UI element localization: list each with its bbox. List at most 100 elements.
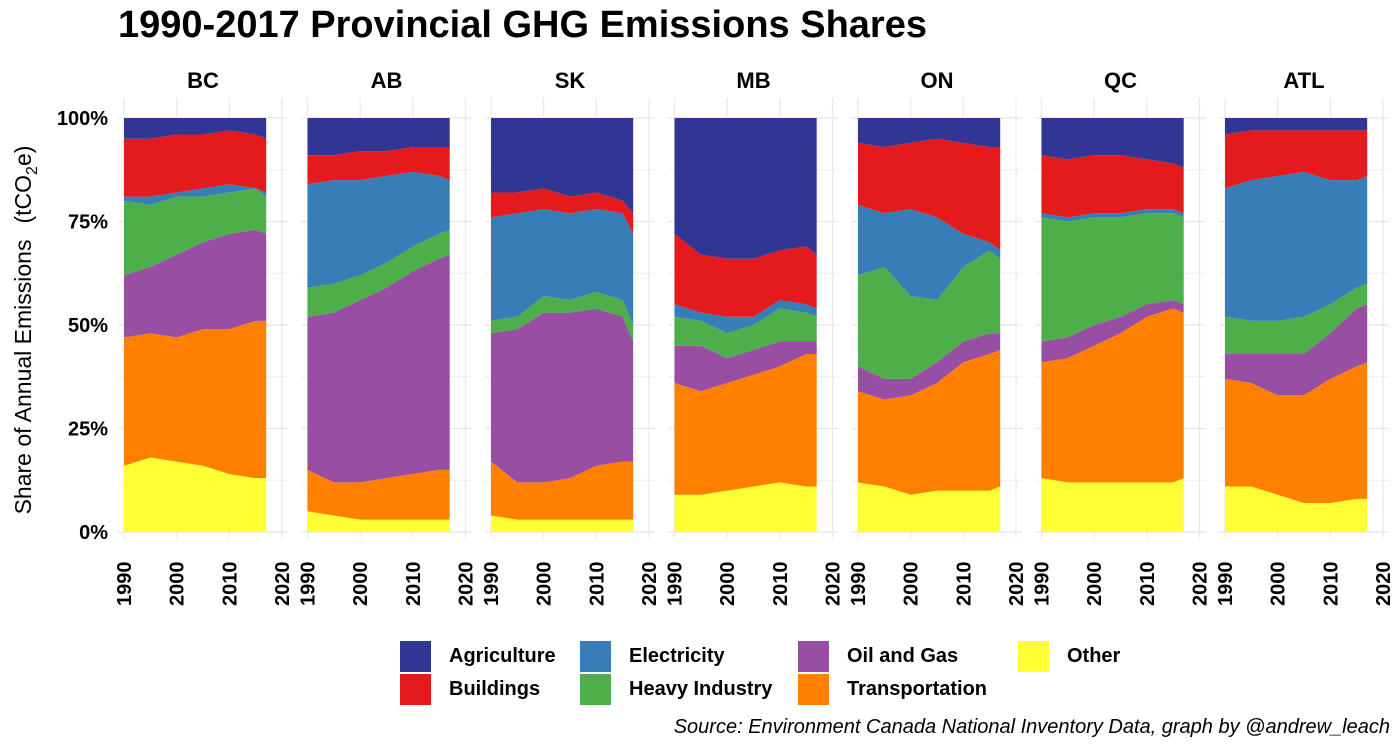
y-tick-label: 0% <box>79 522 108 544</box>
legend-item-agriculture: Agriculture <box>400 640 556 672</box>
legend-item-buildings: Buildings <box>400 673 540 705</box>
facet-panels: BC 1990 2000 2010 2020 AB 1990 2000 2010 2020 SK 19… <box>114 68 1395 606</box>
area-agriculture <box>858 118 1001 147</box>
facet-panel-atl: ATL 1990 2000 2010 2020 <box>1215 68 1395 606</box>
area-oil-and-gas <box>858 333 1001 400</box>
area-oil-and-gas <box>674 341 817 392</box>
facet-panel-sk: SK 1990 2000 2010 2020 <box>481 68 661 606</box>
legend-swatch <box>400 640 431 672</box>
area-buildings <box>1225 130 1368 189</box>
x-tick-label: 2000 <box>1084 562 1106 607</box>
x-tick-label: 2000 <box>350 562 372 607</box>
legend-label: Buildings <box>449 677 541 700</box>
facet-label: ATL <box>1283 68 1324 93</box>
area-oil-and-gas <box>1225 304 1368 396</box>
legend: Agriculture Buildings Electricity Heavy Ind… <box>400 640 1160 710</box>
facet-label: MB <box>736 68 770 93</box>
legend-item-oil-and-gas: Oil and Gas <box>798 640 958 672</box>
legend-label: Oil and Gas <box>847 644 959 667</box>
area-electricity <box>307 171 450 288</box>
area-oil-and-gas <box>124 229 267 338</box>
area-transportation <box>1041 308 1184 483</box>
legend-item-electricity: Electricity <box>580 640 725 672</box>
x-tick-label: 2020 <box>1373 562 1395 607</box>
y-axis-title-text: Share of Annual Emissions (tCO2e) <box>10 146 41 515</box>
legend-label: Heavy Industry <box>629 677 773 700</box>
legend-item-heavy-industry: Heavy Industry <box>580 673 772 705</box>
area-electricity <box>858 204 1001 301</box>
x-tick-label: 1990 <box>1032 562 1054 607</box>
x-tick-label: 2000 <box>167 562 189 607</box>
legend-item-transportation: Transportation <box>798 673 987 705</box>
area-agriculture <box>491 118 634 214</box>
y-axis-title-main: Share of Annual Emissions <box>10 240 36 515</box>
area-transportation <box>491 461 634 520</box>
area-electricity <box>1225 171 1368 321</box>
x-tick-label: 2010 <box>953 562 975 607</box>
y-tick-label: 50% <box>68 315 108 337</box>
x-tick-label: 2010 <box>1137 562 1159 607</box>
area-transportation <box>1225 362 1368 504</box>
facet-label: SK <box>555 68 586 93</box>
legend-label: Other <box>1067 644 1121 667</box>
area-oil-and-gas <box>491 308 634 483</box>
area-heavy-industry <box>307 229 450 317</box>
x-tick-label: 1990 <box>481 562 503 607</box>
facet-label: AB <box>371 68 403 93</box>
area-agriculture <box>674 118 817 259</box>
x-tick-label: 2010 <box>219 562 241 607</box>
x-tick-label: 2020 <box>639 562 661 607</box>
x-tick-label: 2010 <box>586 562 608 607</box>
area-heavy-industry <box>1225 283 1368 354</box>
facet-label: BC <box>187 68 219 93</box>
area-electricity <box>1041 209 1184 222</box>
legend-item-other: Other <box>1018 640 1120 672</box>
x-tick-label: 2000 <box>1268 562 1290 607</box>
area-heavy-industry <box>124 188 267 276</box>
x-tick-label: 2010 <box>770 562 792 607</box>
x-tick-label: 2020 <box>1006 562 1028 607</box>
chart-canvas: Share of Annual Emissions (tCO2e) 0% 25% 50… <box>10 68 1395 606</box>
area-other <box>124 457 267 532</box>
legend-swatch <box>1018 640 1049 672</box>
area-buildings <box>1041 155 1184 218</box>
area-agriculture <box>1041 118 1184 168</box>
x-tick-label: 1990 <box>298 562 320 607</box>
area-electricity <box>491 209 634 325</box>
x-tick-label: 1990 <box>114 562 136 607</box>
area-agriculture <box>124 118 267 139</box>
x-tick-label: 2020 <box>456 562 478 607</box>
area-buildings <box>307 146 450 185</box>
area-heavy-industry <box>1041 213 1184 342</box>
area-oil-and-gas <box>307 254 450 483</box>
facet-panel-bc: BC 1990 2000 2010 2020 <box>114 68 294 606</box>
area-agriculture <box>307 118 450 156</box>
area-other <box>1225 486 1368 532</box>
area-electricity <box>124 184 267 205</box>
x-tick-label: 2020 <box>1190 562 1212 607</box>
x-tick-label: 1990 <box>665 562 687 607</box>
legend-swatch <box>798 673 829 705</box>
y-tick-label: 100% <box>57 108 108 130</box>
y-axis-unit-prefix: (tCO <box>10 175 36 224</box>
area-agriculture <box>1225 118 1368 135</box>
area-transportation <box>674 353 817 495</box>
area-buildings <box>124 130 267 197</box>
facet-panel-on: ON 1990 2000 2010 2020 <box>848 68 1028 606</box>
x-tick-label: 2020 <box>823 562 845 607</box>
facet-label: QC <box>1104 68 1137 93</box>
area-buildings <box>491 188 634 234</box>
area-heavy-industry <box>491 291 634 342</box>
facet-panel-qc: QC 1990 2000 2010 2020 <box>1032 68 1212 606</box>
area-transportation <box>124 320 267 479</box>
area-buildings <box>674 233 817 317</box>
chart-title: 1990-2017 Provincial GHG Emissions Share… <box>118 4 927 46</box>
x-tick-label: 2020 <box>272 562 294 607</box>
facet-panel-ab: AB 1990 2000 2010 2020 <box>298 68 478 606</box>
legend-swatch <box>798 640 829 672</box>
y-axis-ticks: 0% 25% 50% 75% 100% <box>57 108 108 544</box>
source-caption: Source: Environment Canada National Inve… <box>673 716 1390 738</box>
y-axis-unit-suffix: e) <box>10 146 36 166</box>
x-tick-label: 2000 <box>901 562 923 607</box>
area-oil-and-gas <box>1041 300 1184 363</box>
